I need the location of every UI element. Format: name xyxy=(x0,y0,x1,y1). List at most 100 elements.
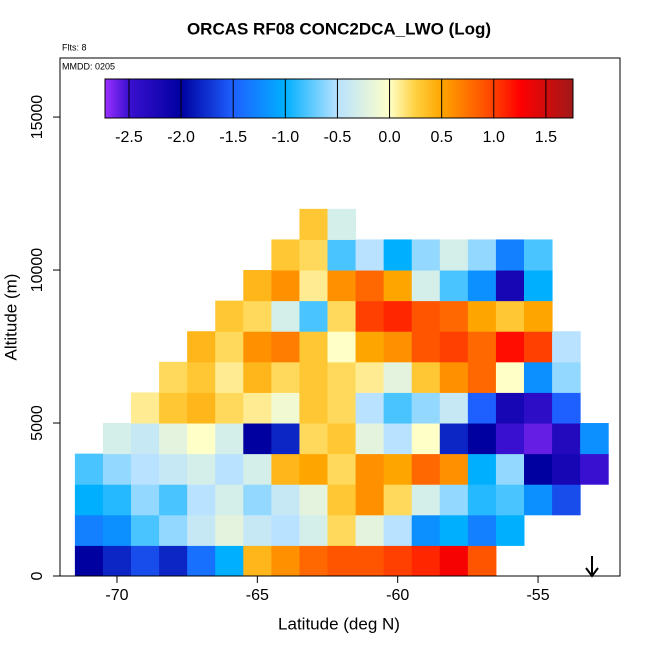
heat-cell xyxy=(495,270,525,302)
heat-cell xyxy=(271,545,300,577)
heat-cell xyxy=(299,331,329,363)
heat-cell xyxy=(495,239,525,271)
heat-cell xyxy=(159,484,188,516)
heat-cell xyxy=(552,331,581,363)
heat-cell xyxy=(299,239,329,271)
heat-cell xyxy=(159,545,188,577)
heat-cell xyxy=(215,300,244,332)
heat-cell xyxy=(327,300,357,332)
heat-cell xyxy=(355,423,385,455)
heat-cell xyxy=(102,545,132,577)
heat-cell xyxy=(439,361,469,393)
heat-cell xyxy=(495,453,525,485)
heat-cell xyxy=(327,453,357,485)
heat-cell xyxy=(580,423,609,455)
heat-cell xyxy=(215,453,244,485)
heat-cell xyxy=(411,300,441,332)
heat-cell xyxy=(355,392,385,424)
heat-cell xyxy=(355,331,385,363)
heat-cell xyxy=(299,392,329,424)
heat-cell xyxy=(383,392,413,424)
heat-cell xyxy=(327,484,357,516)
heat-cell xyxy=(159,453,188,485)
heat-cell xyxy=(355,361,385,393)
heat-cell xyxy=(131,453,160,485)
heat-cell xyxy=(439,514,469,546)
heat-cell xyxy=(524,300,553,332)
heat-cell xyxy=(439,331,469,363)
heat-cell xyxy=(187,545,216,577)
heat-cell xyxy=(355,300,385,332)
colorbar-tick-label: -1.0 xyxy=(272,129,300,146)
heat-cell xyxy=(552,453,581,485)
heat-cell xyxy=(524,423,553,455)
heat-cell xyxy=(411,239,441,271)
colorbar-tick-label: -0.5 xyxy=(324,129,352,146)
heat-cell xyxy=(131,423,160,455)
heat-cell xyxy=(439,300,469,332)
heat-cell xyxy=(383,453,413,485)
heat-cell xyxy=(327,361,357,393)
heat-cell xyxy=(215,392,244,424)
heat-cell xyxy=(215,484,244,516)
x-tick-label: -55 xyxy=(526,587,549,604)
heat-cell xyxy=(495,484,525,516)
heat-cell xyxy=(467,484,497,516)
heat-cell xyxy=(439,423,469,455)
heat-cell xyxy=(467,514,497,546)
heat-cell xyxy=(271,239,300,271)
heat-cell xyxy=(187,484,216,516)
heat-cell xyxy=(159,514,188,546)
heat-cell xyxy=(102,484,132,516)
heat-cell xyxy=(439,453,469,485)
heat-cell xyxy=(467,453,497,485)
heat-cell xyxy=(299,484,329,516)
heat-cell xyxy=(411,423,441,455)
heat-cell xyxy=(383,239,413,271)
heat-cell xyxy=(215,545,244,577)
heat-cell xyxy=(299,545,329,577)
heat-cell xyxy=(243,300,272,332)
heat-cell xyxy=(327,423,357,455)
heat-cell xyxy=(187,392,216,424)
annotation: Flts: 8 xyxy=(62,42,87,52)
heat-cell xyxy=(299,270,329,302)
colorbar-tick-label: 1.0 xyxy=(483,129,505,146)
colorbar-tick-label: -2.5 xyxy=(115,129,143,146)
heat-cell xyxy=(411,514,441,546)
heat-cell xyxy=(552,361,581,393)
heat-cell xyxy=(299,514,329,546)
heat-cell xyxy=(552,392,581,424)
heat-cell xyxy=(187,453,216,485)
heat-cell xyxy=(131,514,160,546)
heat-cell xyxy=(383,514,413,546)
heat-cell xyxy=(467,361,497,393)
heat-cell xyxy=(299,300,329,332)
heat-cell xyxy=(187,331,216,363)
heat-cell xyxy=(243,453,272,485)
heat-cell xyxy=(467,270,497,302)
heat-cell xyxy=(131,392,160,424)
chart-title: ORCAS RF08 CONC2DCA_LWO (Log) xyxy=(187,19,491,38)
heat-cell xyxy=(271,361,300,393)
heat-cell xyxy=(383,331,413,363)
colorbar-tick-label: 0.0 xyxy=(378,129,400,146)
heat-cell xyxy=(439,239,469,271)
heat-cell xyxy=(159,423,188,455)
colorbar-tick-label: 1.5 xyxy=(535,129,557,146)
heat-cell xyxy=(495,361,525,393)
heat-cell xyxy=(552,484,581,516)
heat-cell xyxy=(355,514,385,546)
heat-cell xyxy=(271,484,300,516)
heat-cell xyxy=(243,270,272,302)
y-tick-label: 15000 xyxy=(29,95,46,140)
heat-cell xyxy=(243,514,272,546)
heat-cell xyxy=(243,545,272,577)
heat-cell xyxy=(159,361,188,393)
heat-cell xyxy=(243,331,272,363)
heat-cell xyxy=(580,453,609,485)
heat-cell xyxy=(131,545,160,577)
heat-cell xyxy=(495,392,525,424)
heat-cell xyxy=(467,331,497,363)
